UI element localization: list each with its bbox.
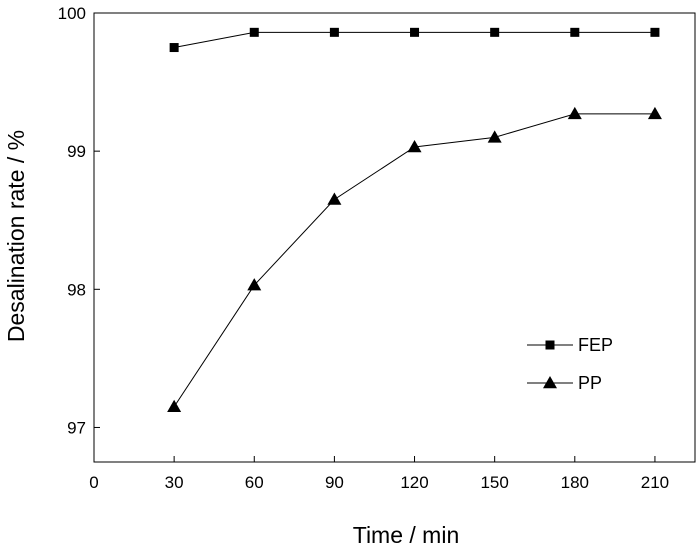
x-tick-label: 120 xyxy=(400,473,428,492)
x-tick-label: 210 xyxy=(641,473,669,492)
pp-point xyxy=(647,106,662,120)
fep-point xyxy=(169,43,179,53)
plot-frame xyxy=(93,12,696,463)
series-pp xyxy=(167,106,662,412)
x-tick-label: 30 xyxy=(165,473,184,492)
pp-point xyxy=(327,192,342,205)
legend-marker-fep xyxy=(545,340,555,350)
pp-point xyxy=(487,130,502,143)
x-tick-label: 150 xyxy=(480,473,508,492)
legend: FEP PP xyxy=(527,335,613,393)
pp-point xyxy=(167,399,182,412)
y-tick-label: 99 xyxy=(67,142,86,161)
series-fep xyxy=(169,27,660,53)
series-layer xyxy=(167,27,662,412)
legend-item-pp: PP xyxy=(527,373,602,393)
y-axis: 97 98 99 100 xyxy=(58,4,100,437)
y-tick-label: 98 xyxy=(67,280,86,299)
legend-label-fep: FEP xyxy=(578,335,613,355)
fep-point xyxy=(410,27,420,37)
pp-point xyxy=(567,106,582,120)
fep-point xyxy=(329,27,339,37)
x-tick-label: 60 xyxy=(245,473,264,492)
legend-marker-pp xyxy=(543,376,557,389)
x-axis-title: Time / min xyxy=(353,522,460,547)
legend-label-pp: PP xyxy=(578,373,602,393)
pp-point xyxy=(407,140,422,153)
x-tick-label: 0 xyxy=(89,473,98,492)
x-tick-label: 180 xyxy=(561,473,589,492)
fep-point xyxy=(249,27,259,37)
fep-point xyxy=(570,27,580,37)
x-axis: 0 30 60 90 120 150 180 210 xyxy=(89,456,669,492)
pp-point xyxy=(247,278,262,291)
fep-point xyxy=(490,27,500,37)
fep-point xyxy=(650,27,660,37)
legend-item-fep: FEP xyxy=(527,335,613,355)
x-tick-label: 90 xyxy=(325,473,344,492)
y-tick-label: 100 xyxy=(58,4,86,23)
y-tick-label: 97 xyxy=(67,418,86,437)
y-axis-title: Desalination rate / % xyxy=(3,130,29,342)
pp-line xyxy=(173,113,655,408)
